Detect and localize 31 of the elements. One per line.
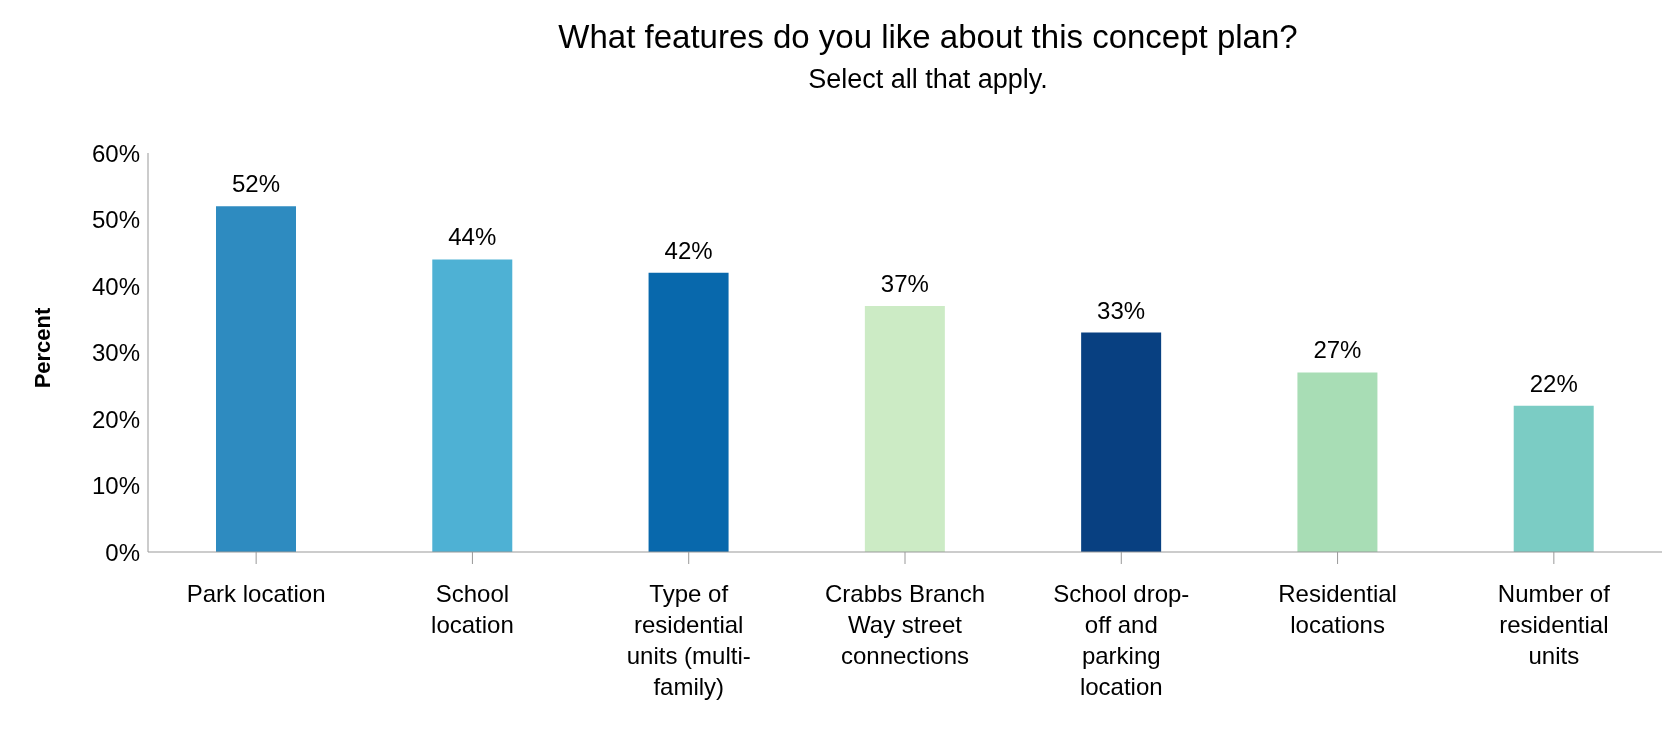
chart-subtitle: Select all that apply. — [807, 64, 1049, 95]
y-tick-label: 20% — [91, 405, 140, 433]
data-label: 33% — [1097, 296, 1146, 324]
x-tick-label: School drop-off and parking location — [1053, 580, 1190, 700]
bar — [1297, 372, 1378, 552]
data-label: 44% — [448, 223, 497, 251]
x-tick-label: Residential locations — [1278, 580, 1397, 638]
x-tick-label: Type of residential units (multi-family) — [626, 580, 751, 700]
y-tick-label: 0% — [105, 538, 140, 566]
y-tick-label: 10% — [91, 472, 140, 500]
data-label: 22% — [1529, 369, 1578, 397]
y-tick-label: 30% — [91, 339, 140, 367]
bar — [648, 272, 729, 552]
y-tick-label: 50% — [91, 206, 140, 234]
x-tick-label: Crabbs Branch Way street connections — [824, 580, 986, 669]
bar — [1513, 405, 1594, 552]
bar — [216, 206, 296, 552]
y-tick-label: 40% — [91, 272, 140, 300]
chart-title: What features do you like about this concept plan? — [557, 18, 1299, 56]
data-label: 52% — [231, 170, 281, 198]
y-tick-label: 60% — [91, 139, 140, 167]
x-tick-label: Park location — [186, 580, 326, 607]
x-tick-label: Number of residential units — [1497, 580, 1611, 669]
bar — [1081, 332, 1162, 552]
x-tick-label: School location — [431, 580, 514, 638]
data-label: 37% — [880, 269, 929, 297]
bar — [864, 305, 945, 552]
y-axis-title: Percent — [30, 307, 56, 389]
data-label: 42% — [664, 236, 713, 264]
bar — [432, 259, 513, 552]
data-label: 27% — [1313, 336, 1362, 364]
